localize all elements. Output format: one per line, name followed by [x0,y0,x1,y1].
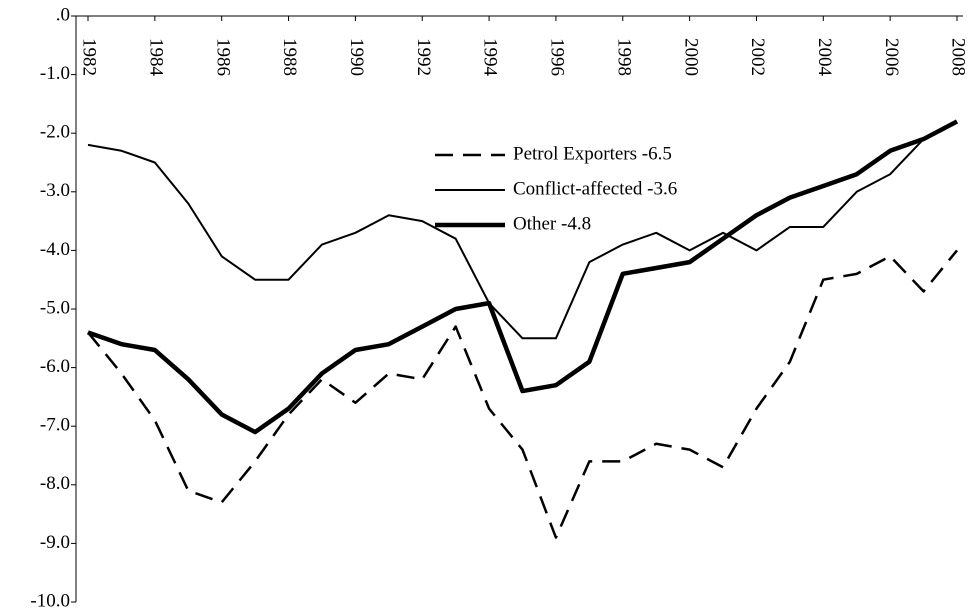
y-tick-label: -9.0 [40,532,70,553]
y-tick-label: -1.0 [40,63,70,84]
x-tick-label: 1998 [613,38,634,76]
x-tick-label: 2000 [680,38,701,76]
legend-label: Conflict-affected -3.6 [513,178,677,199]
x-tick-label: 1984 [145,38,166,77]
x-tick-label: 2006 [881,38,902,76]
series-line [87,119,959,435]
x-tick-label: 2004 [814,38,835,77]
legend-label: Other -4.8 [513,213,591,234]
series-line [87,249,958,539]
y-tick-label: -2.0 [40,122,70,143]
x-tick-label: 1994 [480,38,501,76]
x-tick-label: 1982 [79,38,100,76]
y-tick-label: -3.0 [40,180,70,201]
y-tick-label: -8.0 [40,473,70,494]
y-tick-label: -6.0 [40,356,70,377]
x-tick-label: 1992 [413,38,434,76]
x-tick-label: 1986 [212,38,233,76]
y-tick-label: -10.0 [30,590,70,611]
y-tick-label: -4.0 [40,239,70,260]
legend-label: Petrol Exporters -6.5 [513,143,672,164]
x-tick-label: 2002 [747,38,768,76]
y-tick-label: -7.0 [40,415,70,436]
y-tick-label: .0 [56,4,70,25]
x-tick-label: 1988 [279,38,300,76]
x-tick-label: 1996 [547,38,568,76]
series-line [87,120,958,340]
x-tick-label: 1990 [346,38,367,76]
y-tick-label: -5.0 [40,297,70,318]
x-tick-label: 2008 [948,38,969,76]
